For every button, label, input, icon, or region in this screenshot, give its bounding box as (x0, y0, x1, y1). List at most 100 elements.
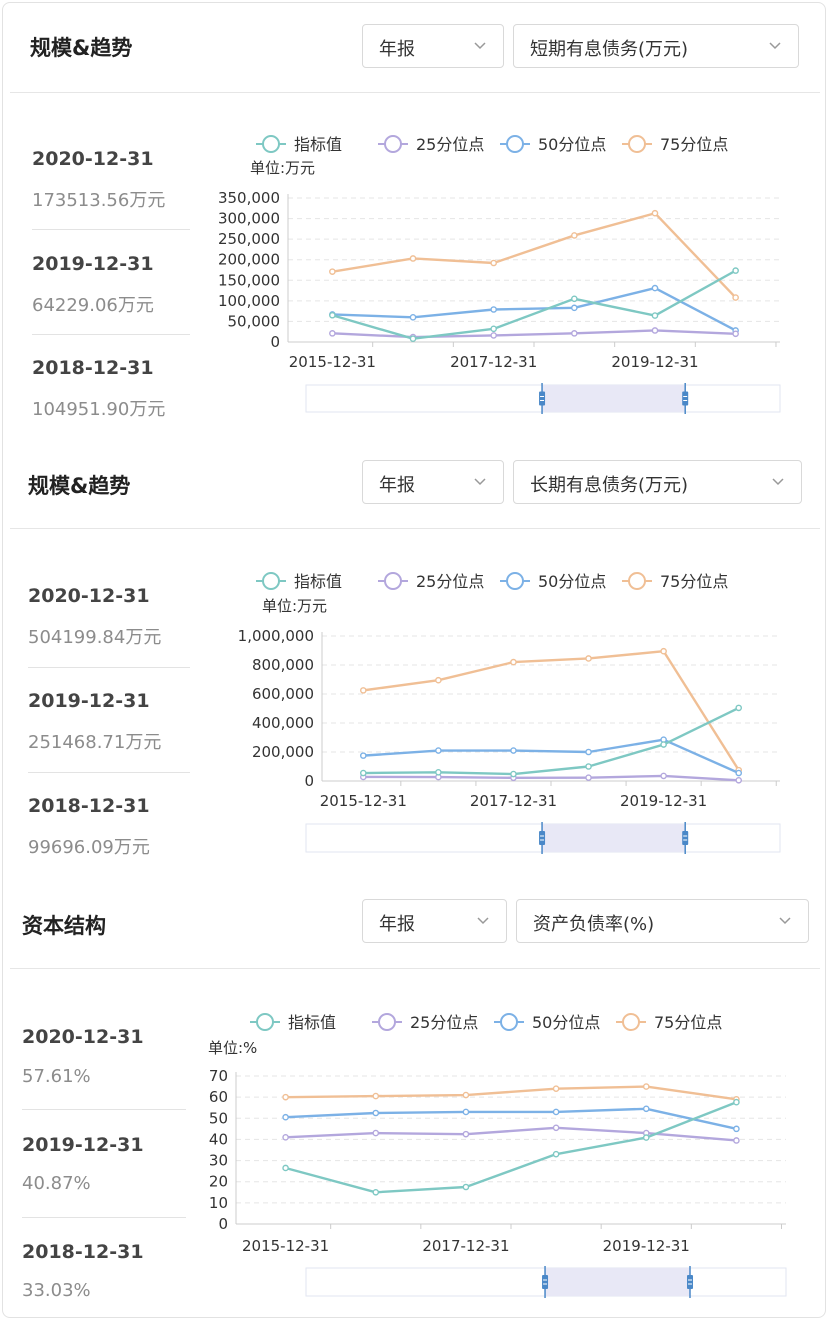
unit-label: 单位:万元 (262, 597, 327, 615)
stats-list: 2020-12-31 57.61% 2019-12-31 40.87% 2018… (0, 878, 200, 1318)
zoom-handle-grip (542, 1275, 549, 1289)
data-point (651, 327, 659, 334)
data-point (372, 1092, 380, 1100)
data-point (585, 748, 592, 756)
stat-value: 64229.06万元 (32, 295, 154, 316)
y-tick-label: 70 (209, 1067, 228, 1085)
data-point (359, 687, 367, 694)
data-point (660, 741, 667, 748)
zoom-handle-grip (687, 1275, 693, 1289)
period-select-value: 年报 (379, 475, 415, 496)
data-point (552, 1150, 560, 1158)
y-tick-label: 200,000 (218, 251, 280, 269)
period-select-value: 年报 (379, 39, 415, 60)
stat-date: 2018-12-31 (28, 795, 150, 817)
data-point (660, 772, 667, 780)
data-point (282, 1093, 289, 1101)
y-tick-label: 50 (209, 1109, 228, 1127)
section-divider (10, 92, 820, 93)
metric-select[interactable]: 资产负债率(%) (516, 899, 809, 943)
y-tick-label: 40 (209, 1130, 228, 1148)
y-tick-label: 800,000 (252, 656, 314, 674)
legend-item: 50分位点 (494, 1013, 600, 1032)
zoom-handle[interactable] (542, 1266, 549, 1298)
period-select[interactable]: 年报 (362, 899, 507, 943)
data-point (359, 752, 367, 759)
y-tick-label: 0 (218, 1215, 228, 1233)
section-title: 规模&趋势 (28, 474, 131, 498)
stat-value: 173513.56万元 (32, 190, 166, 211)
x-tick-label: 2019-12-31 (620, 792, 707, 810)
y-tick-label: 60 (209, 1088, 228, 1106)
series-line-p50 (363, 738, 740, 775)
legend-item: 指标值 (256, 572, 342, 591)
stat-date: 2020-12-31 (32, 148, 154, 170)
metric-select-value: 短期有息债务(万元) (530, 39, 689, 60)
stat-divider (28, 667, 190, 668)
data-point (642, 1083, 650, 1090)
data-point (732, 267, 739, 274)
metric-select[interactable]: 短期有息债务(万元) (513, 24, 799, 68)
legend-marker (256, 1013, 274, 1031)
stat-divider (22, 1217, 186, 1218)
stat-date: 2018-12-31 (22, 1241, 144, 1263)
data-point (282, 1113, 289, 1121)
zoom-handle[interactable] (539, 822, 546, 854)
metric-select[interactable]: 长期有息债务(万元) (513, 460, 802, 504)
data-zoom-slider (305, 822, 781, 854)
data-point (435, 747, 442, 754)
y-tick-label: 200,000 (252, 743, 314, 761)
data-point (462, 1130, 470, 1138)
data-point (490, 332, 497, 339)
metric-select-value: 资产负债率(%) (533, 914, 655, 935)
legend-item: 50分位点 (500, 135, 606, 154)
chevron-down-icon (772, 478, 784, 486)
legend-marker (384, 135, 402, 153)
data-point (642, 1134, 650, 1141)
legend-label: 50分位点 (538, 135, 606, 154)
y-tick-label: 30 (209, 1152, 228, 1170)
legend-label: 75分位点 (660, 135, 728, 154)
stat-divider (32, 334, 190, 335)
zoom-handle[interactable] (539, 383, 546, 414)
section-divider (10, 968, 820, 969)
period-select[interactable]: 年报 (362, 24, 504, 68)
stat-date: 2019-12-31 (32, 253, 154, 275)
zoom-handle-grip (682, 391, 689, 406)
chevron-down-icon (474, 478, 486, 486)
zoom-handle[interactable] (687, 1266, 693, 1298)
period-select-value: 年报 (379, 914, 415, 935)
x-tick-label: 2015-12-31 (289, 353, 376, 371)
data-point (732, 330, 739, 338)
stat-value: 40.87% (22, 1173, 91, 1194)
legend-label: 指标值 (294, 572, 342, 591)
stat-divider (28, 772, 190, 773)
data-point (490, 259, 497, 267)
zoom-handle[interactable] (682, 822, 689, 854)
unit-label: 单位:% (208, 1039, 257, 1057)
data-point (462, 1108, 470, 1116)
data-point (571, 295, 578, 303)
legend-label: 75分位点 (654, 1013, 722, 1032)
data-point (552, 1124, 560, 1132)
data-point (282, 1134, 289, 1141)
data-point (435, 768, 442, 776)
y-tick-label: 20 (209, 1173, 228, 1191)
data-point (733, 1125, 740, 1133)
series-line-p25 (332, 329, 736, 339)
legend-marker (500, 1013, 518, 1031)
stats-list: 2020-12-31 173513.56万元 2019-12-31 64229.… (0, 0, 200, 430)
x-tick-label: 2019-12-31 (603, 1237, 690, 1255)
data-point (571, 232, 578, 239)
period-select[interactable]: 年报 (362, 460, 504, 504)
chevron-down-icon (474, 42, 486, 50)
data-point (490, 325, 497, 333)
series-line-p75 (332, 212, 737, 299)
data-point (651, 284, 659, 292)
legend-marker (506, 572, 524, 590)
zoom-handle[interactable] (682, 383, 689, 414)
data-point (585, 655, 592, 662)
data-point (571, 304, 578, 312)
legend-item: 75分位点 (622, 572, 728, 591)
data-point (552, 1085, 560, 1092)
